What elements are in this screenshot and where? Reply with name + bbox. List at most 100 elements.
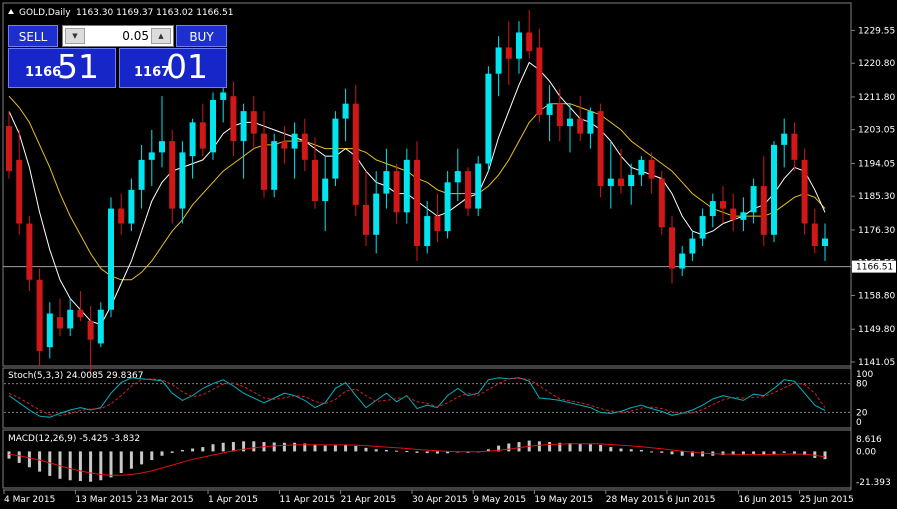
time-axis-label: 19 May 2015: [534, 495, 593, 505]
candle-body: [250, 111, 257, 134]
macd-histogram-bar: [99, 451, 103, 481]
macd-signal-line: [8, 443, 826, 476]
lot-decrease-arrow-icon[interactable]: ▼: [65, 28, 85, 44]
ask-quote[interactable]: 1167 01: [119, 47, 227, 88]
candle-body: [97, 309, 104, 344]
candle-body: [322, 178, 329, 202]
candle-body: [199, 122, 206, 149]
macd-histogram-bar: [721, 451, 725, 456]
macd-histogram-bar: [282, 442, 286, 452]
macd-histogram-bar: [639, 449, 643, 452]
time-axis-group: 4 Mar 2015 13 Mar 2015 23 Mar 2015 1 Apr 20…: [3, 490, 854, 505]
candle-body: [403, 159, 410, 213]
candle-body: [332, 118, 339, 179]
macd-histogram-bar: [293, 442, 297, 452]
stoch-label: Stoch(5,3,3) 24.0085 29.8367: [8, 371, 143, 381]
candle-body: [638, 159, 645, 175]
macd-histogram-bar: [119, 451, 123, 474]
candle-body: [689, 238, 696, 254]
macd-histogram-bar: [823, 451, 827, 460]
candle-body: [373, 193, 380, 235]
stoch-axis-label: 0: [856, 418, 862, 428]
candle-body: [383, 171, 390, 194]
buy-button[interactable]: BUY: [176, 25, 227, 47]
macd-histogram-bar: [170, 451, 174, 453]
time-axis-label: 28 May 2015: [606, 495, 665, 505]
price-axis-label: 1176.30: [858, 226, 895, 236]
time-axis-label: 4 Mar 2015: [4, 495, 55, 505]
candle-body: [607, 178, 614, 187]
stoch-axis-label: 20: [856, 408, 868, 418]
lot-increase-arrow-icon[interactable]: ▲: [151, 28, 171, 44]
candle-body: [577, 118, 584, 134]
candle-body: [475, 163, 482, 209]
lot-size-input[interactable]: [87, 27, 149, 45]
macd-histogram-bar: [374, 449, 378, 452]
candle-body: [791, 133, 798, 160]
macd-histogram-bar: [405, 450, 409, 452]
macd-histogram-bar: [588, 444, 592, 452]
candle-body: [16, 159, 23, 224]
candles-group: [6, 10, 828, 374]
macd-histogram-bar: [425, 451, 429, 454]
candle-body: [811, 223, 818, 247]
macd-histogram-bar: [813, 451, 817, 458]
price-axis-label: 1203.05: [858, 126, 895, 136]
candle-body: [159, 141, 165, 153]
macd-histogram-bar: [150, 451, 154, 461]
macd-histogram-bar: [762, 451, 766, 456]
macd-histogram-bar: [578, 443, 582, 452]
macd-histogram-bar: [660, 451, 664, 453]
macd-histogram-bar: [701, 451, 705, 457]
stoch-signal-line: [8, 377, 826, 417]
macd-axis-group: 8.616 0.00 -21.393: [856, 435, 891, 488]
macd-histogram-bar: [609, 447, 613, 452]
candle-body: [291, 133, 298, 149]
macd-histogram-bar: [803, 451, 807, 456]
candle-body: [434, 216, 441, 232]
candle-body: [148, 152, 155, 160]
candle-body: [485, 73, 492, 164]
price-axis-group: 1229.55 1220.80 1211.80 1203.05 1194.05 1185.…: [851, 26, 896, 368]
candle-body: [679, 253, 686, 269]
chart-menu-triangle-icon[interactable]: [8, 9, 14, 14]
time-axis-label: 13 Mar 2015: [75, 495, 132, 505]
candle-body: [342, 103, 349, 119]
macd-histogram-bar: [89, 451, 93, 482]
macd-histogram-bar: [231, 442, 235, 452]
price-axis-label: 1141.05: [858, 358, 895, 368]
time-axis-label: 23 Mar 2015: [137, 495, 194, 505]
candle-body: [556, 103, 563, 127]
candle-body: [301, 133, 308, 160]
candle-body: [312, 159, 318, 202]
bid-quote-big-figure: 1166: [25, 65, 62, 80]
macd-histogram-bar: [140, 451, 144, 465]
one-click-trading-panel: SELL ▼ ▲ BUY 1166 51 1167 01: [8, 24, 228, 88]
chart-title: GOLD,Daily: [19, 8, 71, 18]
macd-histogram-bar: [772, 451, 776, 455]
candle-body: [822, 238, 828, 247]
macd-histogram-bar: [303, 443, 307, 452]
macd-histogram-bar: [670, 451, 674, 455]
candle-body: [352, 103, 359, 205]
candle-body: [730, 208, 737, 220]
macd-histogram-bar: [568, 443, 572, 452]
macd-histogram-bar: [48, 451, 52, 476]
candle-body: [781, 133, 788, 145]
macd-histogram-bar: [313, 444, 317, 452]
candle-body: [414, 159, 420, 247]
macd-histogram-bar: [27, 451, 31, 468]
bid-quote[interactable]: 1166 51: [8, 47, 116, 88]
candle-body: [618, 178, 624, 187]
sell-button[interactable]: SELL: [8, 25, 58, 47]
macd-histogram-bar: [180, 449, 184, 452]
time-axis-label: 11 Apr 2015: [279, 495, 335, 505]
macd-histogram-bar: [58, 451, 62, 479]
macd-histogram-bar: [629, 449, 633, 452]
current-price-label: 1166.51: [856, 263, 893, 273]
time-axis-label: 25 Jun 2015: [800, 495, 854, 505]
candle-body: [546, 103, 553, 115]
stoch-lines-group: [8, 377, 826, 418]
candle-body: [363, 204, 369, 235]
